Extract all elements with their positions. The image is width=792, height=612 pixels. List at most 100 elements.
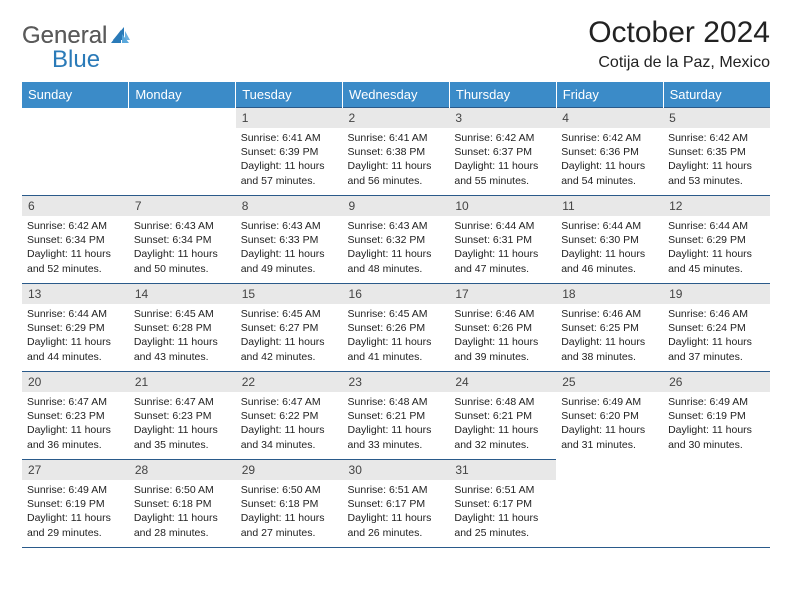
- calendar-day-cell: 2Sunrise: 6:41 AMSunset: 6:38 PMDaylight…: [343, 108, 450, 196]
- day-number: 14: [129, 284, 236, 304]
- calendar-day-cell: 25Sunrise: 6:49 AMSunset: 6:20 PMDayligh…: [556, 372, 663, 460]
- calendar-day-cell: [22, 108, 129, 196]
- day-number: 19: [663, 284, 770, 304]
- day-number: 8: [236, 196, 343, 216]
- day-content: Sunrise: 6:43 AMSunset: 6:34 PMDaylight:…: [129, 216, 236, 279]
- day-number: 31: [449, 460, 556, 480]
- calendar-day-cell: 14Sunrise: 6:45 AMSunset: 6:28 PMDayligh…: [129, 284, 236, 372]
- calendar-day-cell: 11Sunrise: 6:44 AMSunset: 6:30 PMDayligh…: [556, 196, 663, 284]
- day-content: Sunrise: 6:47 AMSunset: 6:23 PMDaylight:…: [22, 392, 129, 455]
- day-content: Sunrise: 6:49 AMSunset: 6:19 PMDaylight:…: [22, 480, 129, 543]
- day-number: 2: [343, 108, 450, 128]
- day-number: 26: [663, 372, 770, 392]
- day-number: 1: [236, 108, 343, 128]
- day-number: 23: [343, 372, 450, 392]
- day-content: Sunrise: 6:44 AMSunset: 6:30 PMDaylight:…: [556, 216, 663, 279]
- calendar-week-row: 6Sunrise: 6:42 AMSunset: 6:34 PMDaylight…: [22, 196, 770, 284]
- calendar-table: Sunday Monday Tuesday Wednesday Thursday…: [22, 82, 770, 548]
- day-number: 25: [556, 372, 663, 392]
- calendar-day-cell: 20Sunrise: 6:47 AMSunset: 6:23 PMDayligh…: [22, 372, 129, 460]
- calendar-day-cell: 5Sunrise: 6:42 AMSunset: 6:35 PMDaylight…: [663, 108, 770, 196]
- day-number: 4: [556, 108, 663, 128]
- day-content: Sunrise: 6:42 AMSunset: 6:36 PMDaylight:…: [556, 128, 663, 191]
- day-number: 30: [343, 460, 450, 480]
- day-content: Sunrise: 6:41 AMSunset: 6:39 PMDaylight:…: [236, 128, 343, 191]
- day-header: Saturday: [663, 82, 770, 108]
- day-header: Sunday: [22, 82, 129, 108]
- day-content: Sunrise: 6:47 AMSunset: 6:22 PMDaylight:…: [236, 392, 343, 455]
- day-content: Sunrise: 6:42 AMSunset: 6:35 PMDaylight:…: [663, 128, 770, 191]
- day-content: Sunrise: 6:48 AMSunset: 6:21 PMDaylight:…: [343, 392, 450, 455]
- calendar-day-cell: 23Sunrise: 6:48 AMSunset: 6:21 PMDayligh…: [343, 372, 450, 460]
- day-content: Sunrise: 6:45 AMSunset: 6:26 PMDaylight:…: [343, 304, 450, 367]
- day-header: Tuesday: [236, 82, 343, 108]
- calendar-day-cell: 17Sunrise: 6:46 AMSunset: 6:26 PMDayligh…: [449, 284, 556, 372]
- day-number: 15: [236, 284, 343, 304]
- logo-stack: General Blue: [22, 16, 131, 74]
- day-header: Friday: [556, 82, 663, 108]
- day-number: 11: [556, 196, 663, 216]
- day-content: Sunrise: 6:48 AMSunset: 6:21 PMDaylight:…: [449, 392, 556, 455]
- calendar-day-cell: [556, 460, 663, 548]
- calendar-week-row: 1Sunrise: 6:41 AMSunset: 6:39 PMDaylight…: [22, 108, 770, 196]
- day-content: Sunrise: 6:43 AMSunset: 6:33 PMDaylight:…: [236, 216, 343, 279]
- calendar-day-cell: 6Sunrise: 6:42 AMSunset: 6:34 PMDaylight…: [22, 196, 129, 284]
- day-number: 16: [343, 284, 450, 304]
- logo-sail-icon2: [109, 29, 131, 50]
- calendar-day-cell: 1Sunrise: 6:41 AMSunset: 6:39 PMDaylight…: [236, 108, 343, 196]
- day-content: Sunrise: 6:42 AMSunset: 6:37 PMDaylight:…: [449, 128, 556, 191]
- calendar-day-cell: 12Sunrise: 6:44 AMSunset: 6:29 PMDayligh…: [663, 196, 770, 284]
- day-number: 28: [129, 460, 236, 480]
- day-number: 29: [236, 460, 343, 480]
- day-content: Sunrise: 6:44 AMSunset: 6:29 PMDaylight:…: [663, 216, 770, 279]
- day-number: 12: [663, 196, 770, 216]
- day-content: Sunrise: 6:46 AMSunset: 6:25 PMDaylight:…: [556, 304, 663, 367]
- day-content: Sunrise: 6:51 AMSunset: 6:17 PMDaylight:…: [449, 480, 556, 543]
- day-number: 18: [556, 284, 663, 304]
- calendar-day-cell: [129, 108, 236, 196]
- day-number: 22: [236, 372, 343, 392]
- calendar-day-cell: 7Sunrise: 6:43 AMSunset: 6:34 PMDaylight…: [129, 196, 236, 284]
- day-content: Sunrise: 6:45 AMSunset: 6:28 PMDaylight:…: [129, 304, 236, 367]
- calendar-day-cell: 13Sunrise: 6:44 AMSunset: 6:29 PMDayligh…: [22, 284, 129, 372]
- calendar-day-cell: 10Sunrise: 6:44 AMSunset: 6:31 PMDayligh…: [449, 196, 556, 284]
- day-content: Sunrise: 6:44 AMSunset: 6:29 PMDaylight:…: [22, 304, 129, 367]
- calendar-day-cell: 26Sunrise: 6:49 AMSunset: 6:19 PMDayligh…: [663, 372, 770, 460]
- day-content: Sunrise: 6:47 AMSunset: 6:23 PMDaylight:…: [129, 392, 236, 455]
- day-content: Sunrise: 6:49 AMSunset: 6:19 PMDaylight:…: [663, 392, 770, 455]
- day-number: 21: [129, 372, 236, 392]
- calendar-day-cell: 29Sunrise: 6:50 AMSunset: 6:18 PMDayligh…: [236, 460, 343, 548]
- day-number: 3: [449, 108, 556, 128]
- day-number: 24: [449, 372, 556, 392]
- day-content: Sunrise: 6:42 AMSunset: 6:34 PMDaylight:…: [22, 216, 129, 279]
- calendar-day-cell: 8Sunrise: 6:43 AMSunset: 6:33 PMDaylight…: [236, 196, 343, 284]
- day-content: Sunrise: 6:44 AMSunset: 6:31 PMDaylight:…: [449, 216, 556, 279]
- calendar-day-cell: 24Sunrise: 6:48 AMSunset: 6:21 PMDayligh…: [449, 372, 556, 460]
- title-block: October 2024 Cotija de la Paz, Mexico: [588, 16, 770, 72]
- day-content: Sunrise: 6:49 AMSunset: 6:20 PMDaylight:…: [556, 392, 663, 455]
- day-content: Sunrise: 6:50 AMSunset: 6:18 PMDaylight:…: [129, 480, 236, 543]
- day-number: 17: [449, 284, 556, 304]
- calendar-week-row: 20Sunrise: 6:47 AMSunset: 6:23 PMDayligh…: [22, 372, 770, 460]
- day-number: 20: [22, 372, 129, 392]
- calendar-day-cell: 31Sunrise: 6:51 AMSunset: 6:17 PMDayligh…: [449, 460, 556, 548]
- day-number: 5: [663, 108, 770, 128]
- day-number: 9: [343, 196, 450, 216]
- calendar-day-cell: 21Sunrise: 6:47 AMSunset: 6:23 PMDayligh…: [129, 372, 236, 460]
- day-number: 10: [449, 196, 556, 216]
- header: General General Blue October 2024 Cotija…: [22, 16, 770, 72]
- calendar-day-cell: 30Sunrise: 6:51 AMSunset: 6:17 PMDayligh…: [343, 460, 450, 548]
- location: Cotija de la Paz, Mexico: [588, 54, 770, 72]
- day-content: Sunrise: 6:46 AMSunset: 6:24 PMDaylight:…: [663, 304, 770, 367]
- day-number: 6: [22, 196, 129, 216]
- logo-text-blue: Blue: [52, 46, 100, 74]
- day-number: 7: [129, 196, 236, 216]
- calendar-day-cell: 9Sunrise: 6:43 AMSunset: 6:32 PMDaylight…: [343, 196, 450, 284]
- day-number: 13: [22, 284, 129, 304]
- calendar-day-cell: 15Sunrise: 6:45 AMSunset: 6:27 PMDayligh…: [236, 284, 343, 372]
- day-header: Wednesday: [343, 82, 450, 108]
- calendar-day-cell: 3Sunrise: 6:42 AMSunset: 6:37 PMDaylight…: [449, 108, 556, 196]
- day-header-row: Sunday Monday Tuesday Wednesday Thursday…: [22, 82, 770, 108]
- calendar-day-cell: 4Sunrise: 6:42 AMSunset: 6:36 PMDaylight…: [556, 108, 663, 196]
- day-header: Monday: [129, 82, 236, 108]
